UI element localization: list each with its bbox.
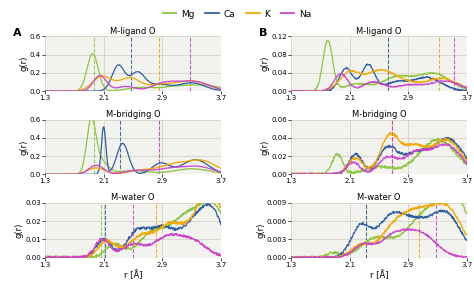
Title: M-ligand O: M-ligand O <box>356 26 402 36</box>
Y-axis label: g(r): g(r) <box>261 56 270 71</box>
Title: M-water O: M-water O <box>357 193 401 202</box>
Title: M-water O: M-water O <box>111 193 155 202</box>
Text: B: B <box>259 28 268 38</box>
Legend: Mg, Ca, K, Na: Mg, Ca, K, Na <box>159 6 315 22</box>
Y-axis label: g(r): g(r) <box>261 139 270 155</box>
Y-axis label: g(r): g(r) <box>19 56 28 71</box>
Title: M-ligand O: M-ligand O <box>110 26 155 36</box>
Y-axis label: g(r): g(r) <box>256 223 265 238</box>
X-axis label: r [Å]: r [Å] <box>370 270 388 280</box>
X-axis label: r [Å]: r [Å] <box>124 270 142 280</box>
Y-axis label: g(r): g(r) <box>19 139 28 155</box>
Text: A: A <box>13 28 22 38</box>
Title: M-bridging O: M-bridging O <box>352 110 406 119</box>
Y-axis label: g(r): g(r) <box>15 223 24 238</box>
Title: M-bridging O: M-bridging O <box>106 110 160 119</box>
